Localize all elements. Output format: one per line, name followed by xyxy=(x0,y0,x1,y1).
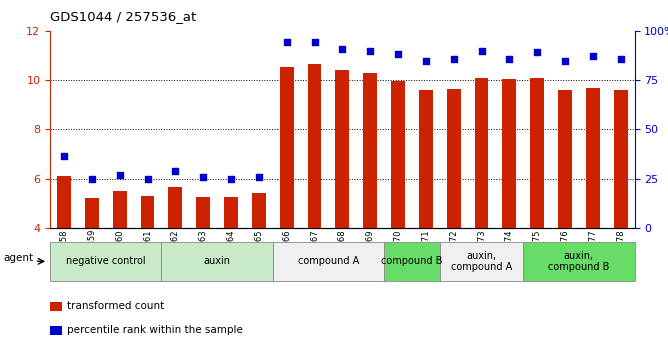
Point xyxy=(309,39,320,45)
Text: compound B: compound B xyxy=(381,256,443,266)
Point xyxy=(504,57,515,62)
Bar xyxy=(168,187,182,228)
Point xyxy=(615,57,626,62)
Point xyxy=(588,53,599,58)
Bar xyxy=(280,67,294,228)
Point xyxy=(114,172,125,178)
Point xyxy=(393,52,403,57)
Text: auxin,
compound A: auxin, compound A xyxy=(451,250,512,272)
Text: negative control: negative control xyxy=(66,256,146,266)
Bar xyxy=(196,197,210,228)
Text: agent: agent xyxy=(3,253,33,263)
Bar xyxy=(85,198,99,228)
Point xyxy=(448,57,459,62)
Bar xyxy=(252,193,266,228)
Point xyxy=(532,49,542,55)
Point xyxy=(476,48,487,53)
Point xyxy=(254,175,265,180)
Point xyxy=(59,154,69,159)
Point xyxy=(142,176,153,181)
Bar xyxy=(530,78,544,228)
Point xyxy=(170,168,181,174)
Bar xyxy=(113,191,127,228)
Text: transformed count: transformed count xyxy=(67,301,164,311)
Text: percentile rank within the sample: percentile rank within the sample xyxy=(67,325,242,335)
Bar xyxy=(335,70,349,228)
Bar xyxy=(474,78,488,228)
Point xyxy=(365,48,375,53)
Point xyxy=(281,39,292,45)
Bar xyxy=(224,197,238,228)
Point xyxy=(198,175,208,180)
Bar xyxy=(307,64,321,228)
Text: auxin: auxin xyxy=(204,256,230,266)
Bar xyxy=(614,90,628,228)
Bar xyxy=(391,81,405,228)
Bar xyxy=(57,176,71,228)
Bar xyxy=(502,79,516,228)
Bar xyxy=(447,89,461,228)
Bar xyxy=(558,90,572,228)
Point xyxy=(421,58,432,63)
Bar xyxy=(363,73,377,228)
Bar xyxy=(140,196,154,228)
Point xyxy=(337,47,348,52)
Point xyxy=(87,176,98,181)
Text: GDS1044 / 257536_at: GDS1044 / 257536_at xyxy=(50,10,196,23)
Point xyxy=(226,176,236,181)
Text: compound A: compound A xyxy=(298,256,359,266)
Text: auxin,
compound B: auxin, compound B xyxy=(548,250,610,272)
Bar xyxy=(419,90,433,228)
Point xyxy=(560,58,570,63)
Bar xyxy=(586,88,600,228)
